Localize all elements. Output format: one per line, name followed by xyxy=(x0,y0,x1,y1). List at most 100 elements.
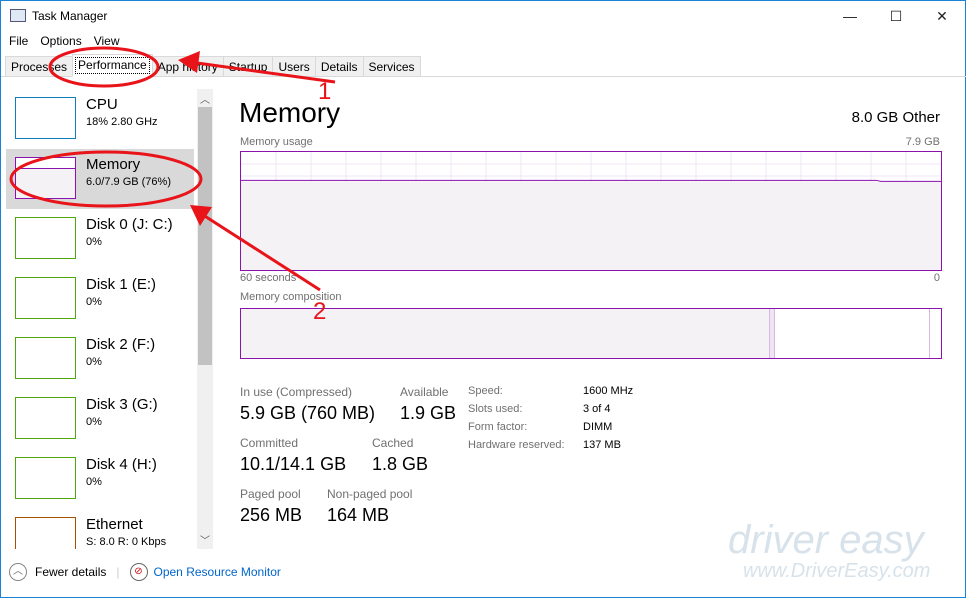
tab-users[interactable]: Users xyxy=(272,56,316,77)
stat-label: Committed xyxy=(240,436,299,450)
sidebar-item-value: 0% xyxy=(86,416,102,428)
memory-usage-graph xyxy=(240,151,942,271)
maximize-button[interactable]: ☐ xyxy=(889,8,903,24)
spec-key: Form factor: xyxy=(468,421,528,433)
usage-graph-svg xyxy=(241,152,941,270)
usage-label: Memory usage xyxy=(240,136,313,148)
close-button[interactable]: ✕ xyxy=(936,8,948,24)
stat-label: Non-paged pool xyxy=(327,487,413,501)
modified-segment xyxy=(770,309,775,358)
memory-capacity: 8.0 GB Other xyxy=(851,109,940,126)
menu-bar: File Options View xyxy=(9,34,120,48)
sidebar-thumbnail-graph xyxy=(15,337,76,379)
composition-label: Memory composition xyxy=(240,291,342,303)
sidebar-item-value: 18% 2.80 GHz xyxy=(86,116,158,128)
stat-label: In use (Compressed) xyxy=(240,385,353,399)
sidebar-item-disk-0-j-c[interactable]: Disk 0 (J: C:) 0% xyxy=(6,209,194,269)
sidebar-item-value: S: 8.0 R: 0 Kbps xyxy=(86,536,167,548)
sidebar-item-disk-3-g[interactable]: Disk 3 (G:) 0% xyxy=(6,389,194,449)
usage-max: 7.9 GB xyxy=(905,136,940,148)
title-bar: Task Manager — ☐ ✕ xyxy=(1,1,966,31)
resource-sidebar: CPU 18% 2.80 GHz Memory 6.0/7.9 GB (76%)… xyxy=(6,89,194,549)
stat-label: Cached xyxy=(372,436,414,450)
stat-value: 256 MB xyxy=(240,505,303,525)
tab-services[interactable]: Services xyxy=(362,56,421,77)
watermark-logo: driver easy www.DriverEasy.com xyxy=(668,520,930,583)
resource-monitor-icon: ⊘ xyxy=(129,563,148,581)
sidebar-item-disk-4-h[interactable]: Disk 4 (H:) 0% xyxy=(6,449,194,509)
sidebar-item-memory[interactable]: Memory 6.0/7.9 GB (76%) xyxy=(6,149,194,209)
spec-value: 137 MB xyxy=(583,439,621,451)
open-resource-monitor-link[interactable]: Open Resource Monitor xyxy=(153,565,281,579)
scrollbar-thumb[interactable] xyxy=(198,107,212,365)
sidebar-item-name: Memory xyxy=(86,156,141,173)
sidebar-thumbnail-graph xyxy=(15,517,76,549)
stat-label: Paged pool xyxy=(240,487,301,501)
tab-details[interactable]: Details xyxy=(314,56,364,77)
spec-key: Hardware reserved: xyxy=(468,439,565,451)
time-right-label: 0 xyxy=(933,272,940,284)
sidebar-item-value: 0% xyxy=(86,296,102,308)
time-left-label: 60 seconds xyxy=(240,272,297,284)
stat-value: 10.1/14.1 GB xyxy=(240,454,347,474)
sidebar-thumbnail-graph xyxy=(15,277,76,319)
menu-options[interactable]: Options xyxy=(40,34,82,48)
stat-label: Available xyxy=(400,385,449,399)
spec-value: DIMM xyxy=(583,421,613,433)
sidebar-item-name: Disk 2 (F:) xyxy=(86,336,156,353)
sidebar-item-name: Disk 1 (E:) xyxy=(86,276,157,293)
annotation-label-1: 1 xyxy=(318,78,332,105)
tab-performance[interactable]: Performance xyxy=(72,54,153,77)
memory-thumbnail-fill xyxy=(16,167,75,198)
scroll-up-arrow[interactable]: ︿ xyxy=(200,95,210,106)
tab-app-history[interactable]: App history xyxy=(151,56,224,77)
tab-divider xyxy=(1,76,966,77)
sidebar-item-ethernet[interactable]: Ethernet S: 8.0 R: 0 Kbps xyxy=(6,509,194,549)
sidebar-item-value: 0% xyxy=(86,476,102,488)
menu-view[interactable]: View xyxy=(93,34,120,48)
sidebar-item-name: Disk 3 (G:) xyxy=(86,396,158,413)
standby-divider xyxy=(929,309,930,358)
task-manager-icon xyxy=(10,9,26,22)
sidebar-item-name: Ethernet xyxy=(86,516,143,533)
tab-bar: Processes Performance App history Startu… xyxy=(5,54,421,77)
memory-composition-bar xyxy=(240,308,942,359)
sidebar-item-name: Disk 4 (H:) xyxy=(86,456,157,473)
spec-key: Slots used: xyxy=(468,403,523,415)
sidebar-item-value: 0% xyxy=(86,356,102,368)
sidebar-item-value: 0% xyxy=(86,236,102,248)
fewer-details-button[interactable]: Fewer details xyxy=(35,565,107,579)
watermark-url: www.DriverEasy.com xyxy=(743,560,931,582)
window-title: Task Manager xyxy=(32,9,108,23)
stat-value: 164 MB xyxy=(327,505,390,525)
sidebar-item-name: CPU xyxy=(86,96,118,113)
sidebar-thumbnail-graph xyxy=(15,457,76,499)
menu-file[interactable]: File xyxy=(9,34,29,48)
stat-value: 5.9 GB (760 MB) xyxy=(240,403,376,423)
footer-divider: | xyxy=(116,565,120,579)
sidebar-item-cpu[interactable]: CPU 18% 2.80 GHz xyxy=(6,89,194,149)
in-use-segment xyxy=(241,309,770,358)
sidebar-thumbnail-graph xyxy=(15,217,76,259)
sidebar-item-value: 6.0/7.9 GB (76%) xyxy=(86,176,171,188)
tab-startup[interactable]: Startup xyxy=(222,56,274,77)
annotation-label-2: 2 xyxy=(313,298,327,325)
chevron-up-icon[interactable]: ︿ xyxy=(9,563,27,581)
watermark-brand: driver easy xyxy=(728,518,924,562)
sidebar-scrollbar[interactable]: ︿ ﹀ xyxy=(197,89,213,549)
scroll-down-arrow[interactable]: ﹀ xyxy=(200,536,210,547)
sidebar-thumbnail-graph xyxy=(15,157,76,199)
page-title: Memory xyxy=(239,97,341,128)
minimize-button[interactable]: — xyxy=(843,8,857,24)
sidebar-thumbnail-graph xyxy=(15,397,76,439)
sidebar-item-name: Disk 0 (J: C:) xyxy=(86,216,173,233)
stat-value: 1.9 GB xyxy=(400,403,457,423)
tab-processes[interactable]: Processes xyxy=(5,56,74,77)
spec-value: 3 of 4 xyxy=(583,403,611,415)
sidebar-item-disk-1-e[interactable]: Disk 1 (E:) 0% xyxy=(6,269,194,329)
sidebar-item-disk-2-f[interactable]: Disk 2 (F:) 0% xyxy=(6,329,194,389)
usage-line xyxy=(241,179,941,182)
footer: ︿ Fewer details | ⊘ Open Resource Monito… xyxy=(9,563,281,581)
spec-value: 1600 MHz xyxy=(583,385,634,397)
